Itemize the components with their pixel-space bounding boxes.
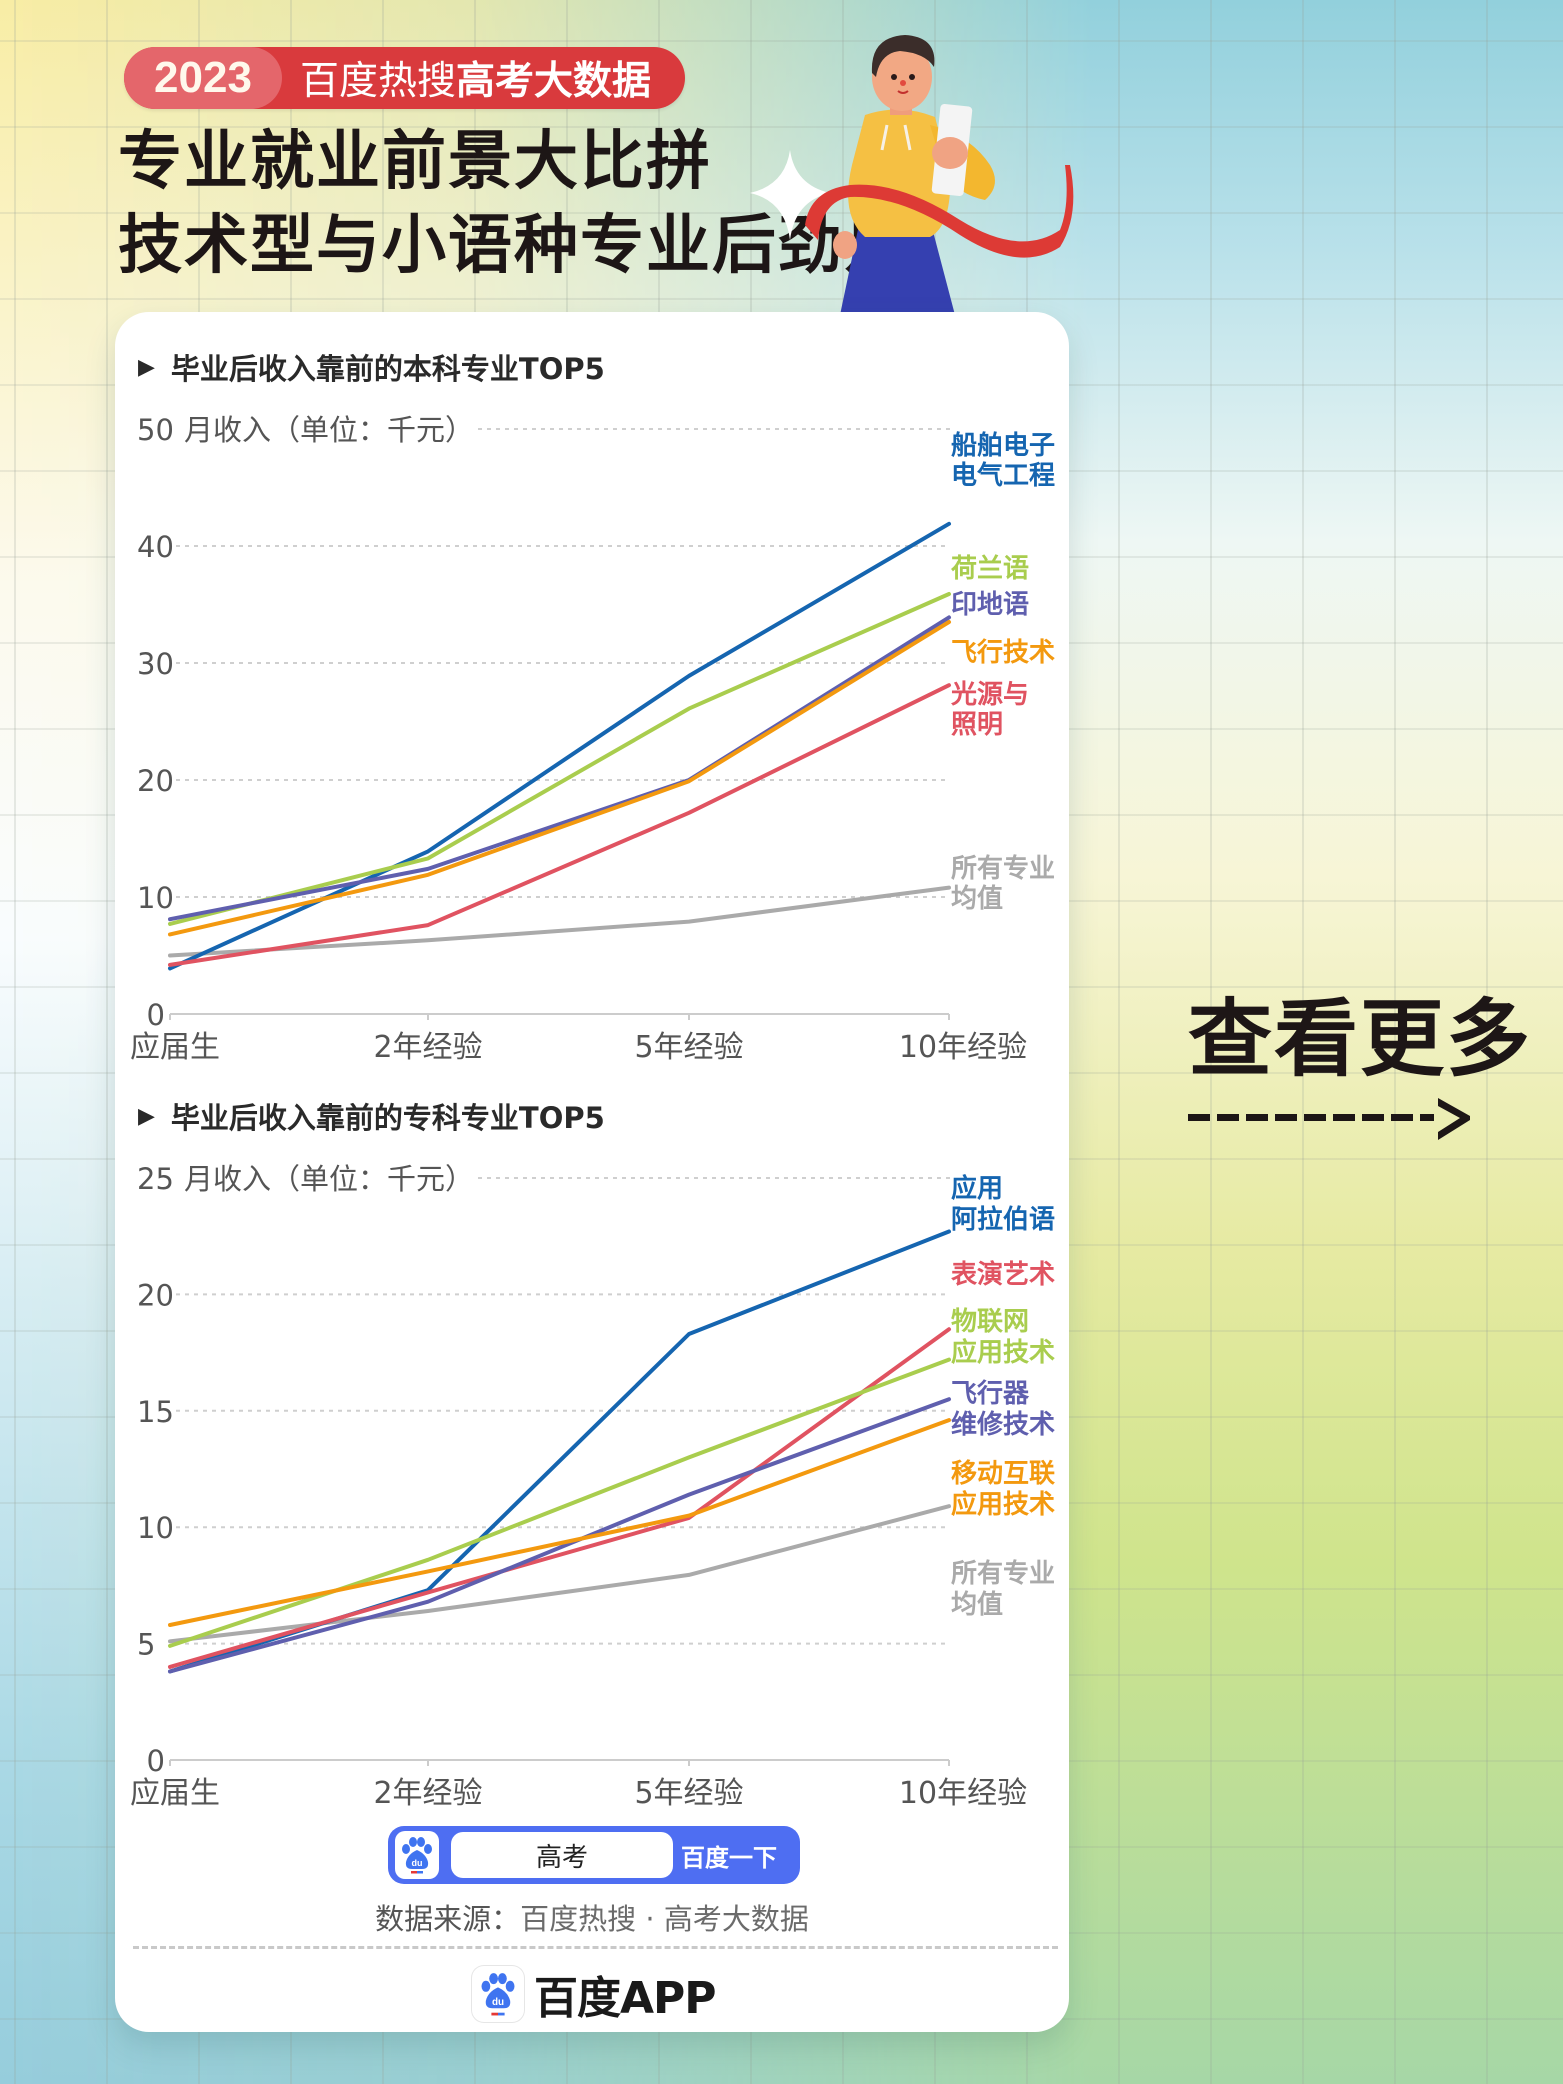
- see-more-link[interactable]: 查看更多: [1188, 990, 1533, 1088]
- data-source: 数据来源：百度热搜 · 高考大数据: [115, 1896, 1069, 1938]
- baidu-app-icon: du: [472, 1966, 524, 2022]
- baidu-logo: du: [395, 1831, 439, 1879]
- triangle-bullet-icon: ▶: [138, 354, 155, 380]
- content-card: [115, 312, 1069, 2032]
- chart-2-title-text: 毕业后收入靠前的专科专业TOP5: [170, 1101, 605, 1135]
- sparkle-icon: [750, 150, 830, 240]
- header-badge: 2023 百度热搜高考大数据: [124, 47, 685, 109]
- red-ribbon: [805, 165, 1074, 258]
- search-button[interactable]: 百度一下: [681, 1843, 777, 1872]
- baidu-app-logo: du 百度APP: [472, 1962, 717, 2026]
- search-input[interactable]: 高考: [451, 1832, 673, 1878]
- page-title-line-2: 技术型与小语种专业后劲足: [118, 209, 910, 283]
- triangle-bullet-icon: ▶: [138, 1103, 155, 1129]
- app-name: 百度APP: [534, 1973, 717, 2024]
- svg-text:du: du: [492, 1997, 504, 2008]
- badge-text-bold: 高考大数据: [456, 59, 652, 104]
- badge-text: 百度热搜高考大数据: [300, 50, 651, 106]
- chart-2-title: ▶ 毕业后收入靠前的专科专业TOP5: [138, 1095, 605, 1137]
- student-illustration: [750, 35, 1074, 315]
- baidu-search-bar[interactable]: du 高考 百度一下: [388, 1826, 800, 1884]
- chart-1-title: ▶ 毕业后收入靠前的本科专业TOP5: [138, 346, 605, 388]
- person-figure: [833, 35, 995, 315]
- svg-text:du: du: [412, 1858, 423, 1868]
- dashed-arrow-right-icon[interactable]: [1188, 1094, 1478, 1144]
- page-title-line-1: 专业就业前景大比拼: [118, 125, 712, 199]
- data-source-label: 数据来源：: [375, 1902, 521, 1936]
- chart-1-title-text: 毕业后收入靠前的本科专业TOP5: [170, 352, 605, 386]
- baidu-paw-icon: du: [402, 1837, 432, 1874]
- data-source-value: 百度热搜 · 高考大数据: [520, 1902, 809, 1936]
- dashed-divider: [133, 1946, 1058, 1949]
- badge-text-light: 百度热搜: [300, 59, 457, 104]
- page-title: 专业就业前景大比拼 技术型与小语种专业后劲足: [118, 120, 910, 288]
- badge-year: 2023: [124, 47, 282, 109]
- baidu-paw-icon: du: [481, 1973, 515, 2016]
